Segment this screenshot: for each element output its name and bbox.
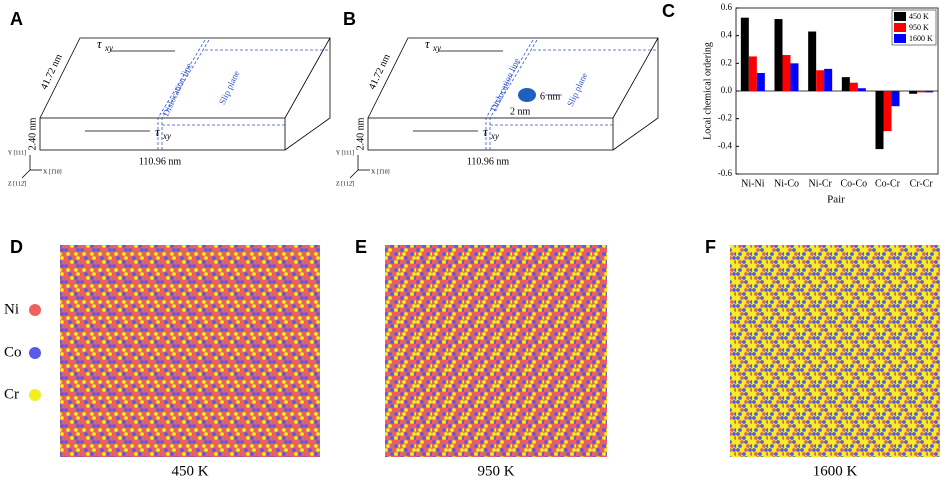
stress-label: τ — [97, 36, 103, 51]
atom-map — [730, 245, 940, 457]
axis-label: Y [111] — [336, 150, 354, 156]
panel-label: E — [355, 237, 367, 257]
atom-map — [60, 245, 320, 457]
caption: 450 K — [171, 463, 208, 479]
legend-swatch — [894, 23, 906, 32]
legend-swatch — [894, 34, 906, 43]
axis-label: Z [112̄] — [8, 181, 26, 187]
x-tick-label: Ni-Co — [774, 178, 799, 189]
legend-label: 950 K — [909, 23, 929, 32]
panel-label: A — [10, 9, 23, 29]
element-legend: Ni — [4, 301, 19, 317]
panel-label: B — [343, 9, 356, 29]
caption: 1600 K — [813, 463, 858, 479]
stress-label: xy — [104, 43, 113, 53]
atom-map — [385, 245, 607, 457]
legend-swatch — [894, 12, 906, 21]
legend-dot — [29, 304, 41, 316]
bar — [748, 56, 757, 91]
element-legend: Cr — [4, 386, 19, 402]
x-tick-label: Cr-Cr — [910, 178, 934, 189]
bar — [808, 31, 817, 91]
legend-label: 450 K — [909, 12, 929, 21]
void-size: 6 nm — [540, 91, 561, 102]
dimension-label: 41.72 nm — [367, 52, 393, 91]
bar — [849, 82, 858, 91]
stress-label: xy — [432, 43, 441, 53]
slip-label: Slip plane — [565, 71, 589, 108]
x-tick-label: Ni-Ni — [741, 178, 765, 189]
dimension-label: 110.96 nm — [467, 156, 510, 167]
y-tick-label: -0.6 — [718, 168, 733, 178]
caption: 950 K — [477, 463, 514, 479]
bar — [875, 91, 884, 150]
bar — [816, 70, 825, 91]
y-tick-label: 0.2 — [721, 57, 732, 67]
y-axis-label: Local chemical ordering — [702, 42, 713, 140]
y-tick-label: 0.6 — [721, 2, 733, 12]
y-tick-label: -0.4 — [718, 140, 733, 150]
panel-label: C — [662, 1, 675, 21]
axis-label: X [1̄10] — [371, 169, 390, 175]
bar — [891, 91, 900, 107]
stress-label: xy — [162, 131, 171, 141]
stress-label: τ — [483, 124, 489, 139]
dislocation-label: Dislocation line — [489, 57, 522, 113]
x-axis-label: Pair — [827, 194, 845, 206]
y-tick-label: -0.2 — [718, 113, 732, 123]
x-tick-label: Co-Co — [840, 178, 867, 189]
y-tick-label: 0.0 — [721, 85, 733, 95]
void — [518, 88, 536, 102]
bar — [740, 17, 749, 91]
bar — [782, 55, 791, 91]
dislocation-label: Dislocation line — [161, 62, 194, 118]
bar — [925, 91, 934, 93]
dimension-label: 2.40 nm — [27, 117, 38, 150]
dimension-label: 110.96 nm — [139, 156, 182, 167]
bar — [756, 73, 765, 91]
element-legend: Co — [4, 344, 22, 360]
stress-label: τ — [155, 124, 161, 139]
bar — [857, 88, 866, 91]
bar — [774, 19, 783, 91]
dimension-label: 41.72 nm — [39, 52, 65, 91]
axis-label: X [1̄10] — [43, 169, 62, 175]
void-size: 2 nm — [510, 106, 531, 117]
bar — [841, 77, 850, 91]
stress-label: τ — [425, 36, 431, 51]
bar — [824, 68, 833, 91]
slip-label: Slip plane — [217, 69, 241, 106]
bar-chart: Local chemical ordering Pair -0.6 -0.4 -0.… — [702, 2, 939, 206]
panel-label: F — [705, 237, 716, 257]
bar — [909, 91, 918, 94]
legend-label: 1600 K — [909, 34, 933, 43]
box-diagram — [349, 37, 659, 179]
legend-dot — [29, 389, 41, 401]
dimension-label: 2.40 nm — [355, 117, 366, 150]
x-tick-label: Co-Cr — [875, 178, 901, 189]
box-diagram — [21, 37, 331, 179]
bar — [883, 91, 892, 132]
x-tick-label: Ni-Cr — [808, 178, 832, 189]
axis-label: Z [112̄] — [336, 181, 354, 187]
y-tick-label: 0.4 — [721, 30, 733, 40]
bar — [790, 63, 799, 91]
stress-label: xy — [490, 131, 499, 141]
panel-label: D — [10, 237, 23, 257]
axis-label: Y [111] — [8, 150, 26, 156]
legend-dot — [29, 347, 41, 359]
bar — [917, 91, 926, 93]
